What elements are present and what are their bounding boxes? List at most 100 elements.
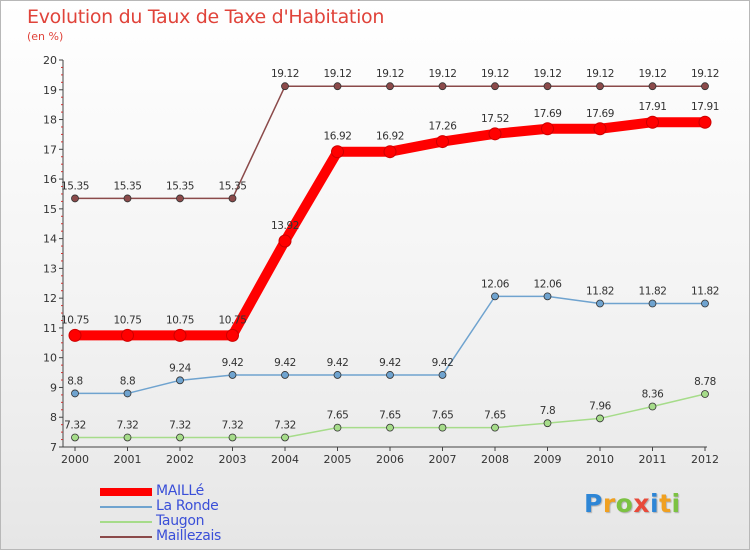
data-point bbox=[123, 389, 132, 398]
data-label: 9.42 bbox=[432, 357, 454, 369]
legend-label-maillezais: Maillezais bbox=[156, 528, 222, 544]
data-point bbox=[281, 433, 289, 442]
y-tick-label: 8 bbox=[50, 411, 57, 424]
data-label: 8.78 bbox=[694, 376, 716, 388]
x-tick-label: 2012 bbox=[691, 453, 719, 466]
data-label: 7.32 bbox=[169, 419, 191, 431]
data-label: 7.65 bbox=[432, 410, 454, 422]
legend-swatch-maille bbox=[100, 488, 152, 496]
data-point bbox=[491, 292, 499, 301]
data-point bbox=[331, 145, 344, 159]
data-label: 7.8 bbox=[540, 405, 556, 417]
data-point bbox=[228, 433, 237, 442]
y-tick-label: 16 bbox=[43, 173, 57, 186]
data-point bbox=[176, 376, 184, 385]
data-label: 15.35 bbox=[218, 180, 246, 192]
data-point bbox=[491, 82, 499, 91]
x-tick-label: 2001 bbox=[114, 453, 142, 466]
y-tick-label: 15 bbox=[43, 203, 57, 216]
chart-unit: (en %) bbox=[27, 30, 64, 43]
data-label: 9.42 bbox=[274, 357, 296, 369]
data-label: 7.65 bbox=[484, 410, 506, 422]
data-point bbox=[701, 299, 709, 308]
x-tick-label: 2010 bbox=[586, 453, 614, 466]
data-label: 19.12 bbox=[376, 68, 404, 80]
data-label: 10.75 bbox=[218, 314, 246, 326]
data-point bbox=[71, 194, 79, 203]
data-point bbox=[596, 299, 604, 308]
data-label: 15.35 bbox=[61, 180, 89, 192]
data-label: 17.52 bbox=[481, 113, 509, 125]
data-point bbox=[438, 82, 447, 91]
data-point bbox=[386, 423, 394, 432]
data-point bbox=[438, 371, 447, 379]
data-point bbox=[123, 194, 132, 203]
data-label: 19.12 bbox=[586, 68, 614, 80]
data-point bbox=[541, 122, 554, 136]
data-label: 7.32 bbox=[222, 419, 244, 431]
x-tick-label: 2005 bbox=[324, 453, 352, 466]
legend-swatch-taugon bbox=[100, 521, 152, 523]
x-tick-label: 2009 bbox=[534, 453, 562, 466]
logo-letter: t bbox=[659, 489, 672, 518]
data-label: 12.06 bbox=[533, 278, 562, 290]
data-label: 19.12 bbox=[638, 68, 666, 80]
data-point bbox=[438, 423, 447, 432]
data-label: 19.12 bbox=[271, 68, 299, 80]
y-tick-label: 10 bbox=[43, 352, 57, 365]
data-label: 9.24 bbox=[169, 362, 191, 374]
data-label: 8.36 bbox=[642, 389, 664, 401]
data-label: 19.12 bbox=[428, 68, 456, 80]
data-point bbox=[648, 402, 657, 411]
data-point bbox=[386, 82, 394, 91]
axes: 7 8 9 10 11 12 13 14 15 16 17 18 19 20 2000 2001 2002 200… bbox=[43, 54, 719, 466]
data-point bbox=[648, 299, 657, 308]
y-tick-label: 17 bbox=[43, 143, 57, 156]
data-label: 7.32 bbox=[274, 419, 296, 431]
data-point bbox=[121, 328, 134, 342]
data-point bbox=[281, 371, 289, 379]
data-point bbox=[491, 423, 499, 432]
data-label: 7.65 bbox=[327, 410, 349, 422]
data-point bbox=[701, 390, 709, 398]
data-point bbox=[593, 122, 607, 136]
data-label: 17.69 bbox=[533, 108, 561, 120]
y-tick-label: 19 bbox=[43, 84, 57, 97]
value-labels-layer: 10.75 10.75 10.75 10.75 13.92 16.92 16.92 17.26… bbox=[61, 68, 719, 431]
data-point bbox=[701, 82, 709, 91]
data-label: 8.8 bbox=[67, 375, 83, 387]
data-label: 19.12 bbox=[323, 68, 351, 80]
logo-letter: i bbox=[650, 489, 660, 518]
data-point bbox=[123, 433, 132, 442]
y-tick-label: 20 bbox=[43, 54, 57, 67]
series-layer bbox=[68, 82, 712, 442]
x-tick-label: 2000 bbox=[61, 453, 89, 466]
legend-label-maille: MAILLé bbox=[156, 483, 204, 499]
logo-letter: P bbox=[584, 489, 603, 518]
data-point bbox=[281, 82, 289, 91]
data-point bbox=[436, 135, 449, 149]
data-label: 19.12 bbox=[481, 68, 509, 80]
data-point bbox=[488, 127, 502, 141]
x-tick-label: 2008 bbox=[481, 453, 509, 466]
y-tick-label: 11 bbox=[43, 322, 57, 335]
y-tick-label: 14 bbox=[43, 233, 57, 246]
data-point bbox=[176, 194, 184, 203]
logo-letter: x bbox=[633, 489, 650, 518]
data-point bbox=[383, 145, 397, 159]
x-tick-label: 2011 bbox=[639, 453, 667, 466]
data-point bbox=[71, 389, 79, 398]
data-point bbox=[386, 371, 394, 379]
data-label: 9.42 bbox=[327, 357, 349, 369]
legend-label-la-ronde: La Ronde bbox=[156, 498, 219, 514]
data-label: 17.69 bbox=[586, 108, 614, 120]
data-point bbox=[68, 328, 82, 342]
x-tick-label: 2003 bbox=[219, 453, 247, 466]
data-label: 7.96 bbox=[589, 400, 611, 412]
data-label: 7.32 bbox=[117, 419, 139, 431]
legend-swatch-la-ronde bbox=[100, 506, 152, 508]
legend-label-taugon: Taugon bbox=[156, 513, 205, 529]
data-point bbox=[228, 194, 237, 203]
logo-letter: i bbox=[671, 489, 681, 518]
data-label: 17.91 bbox=[638, 101, 666, 113]
